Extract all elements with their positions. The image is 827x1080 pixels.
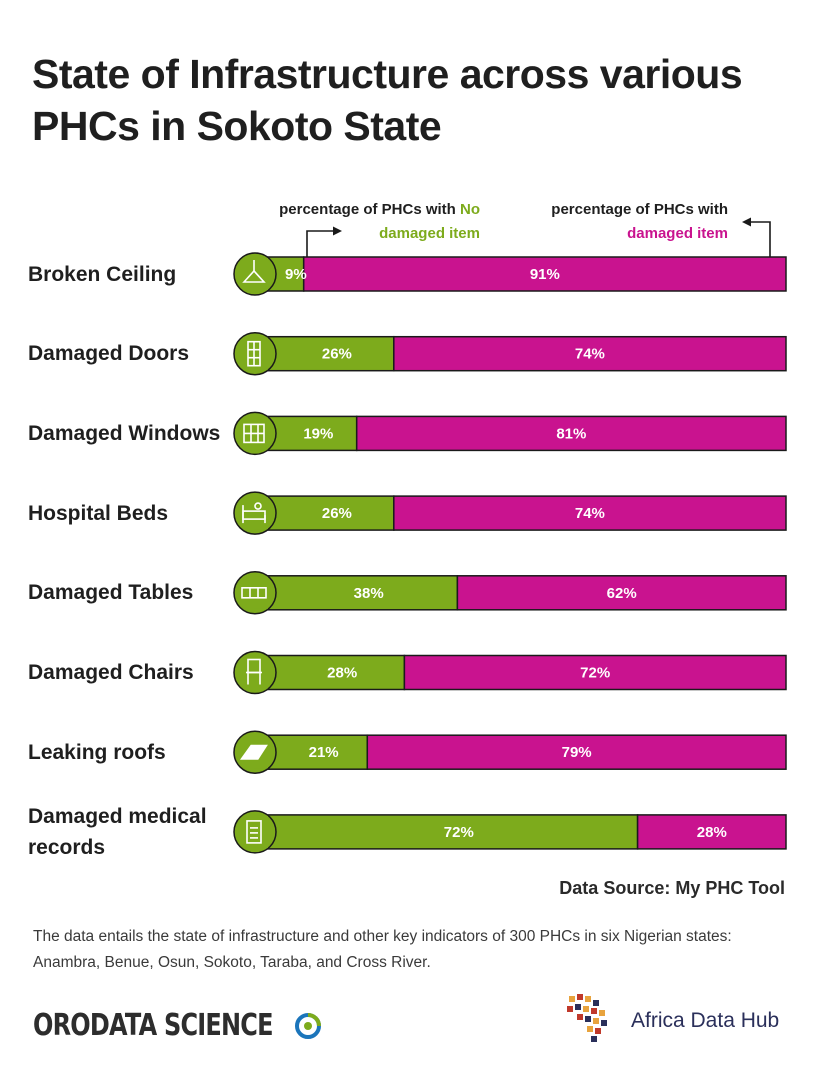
icon-badge-join: [254, 576, 268, 609]
ceiling-lamp-icon: [242, 260, 266, 283]
value-label-no-damage: 21%: [309, 744, 339, 761]
orodata-logo-text: ORODATA SCIENCE: [33, 1008, 273, 1043]
bar-damaged: [393, 335, 787, 372]
title-line-2: PHCs in Sokoto State: [32, 103, 442, 149]
legend-right-line1: percentage of PHCs with: [551, 201, 728, 218]
bar-row-5: 38% 62%: [233, 571, 787, 615]
value-label-no-damage: 72%: [444, 824, 474, 841]
icon-badge-join: [254, 497, 268, 530]
bar-damaged: [355, 415, 787, 452]
category-label: Damaged medical records: [28, 804, 207, 859]
bar-row-4: 26% 74%: [233, 491, 787, 535]
bar-damaged: [393, 495, 787, 531]
value-label-damaged: 28%: [697, 824, 727, 841]
category-label: Broken Ceiling: [28, 262, 177, 286]
value-label-damaged: 81%: [556, 425, 586, 442]
lamp-shade: [242, 269, 266, 283]
footnote: The data entails the state of infrastruc…: [33, 928, 732, 971]
bar-no-damage: [255, 654, 406, 691]
bar-damaged: [366, 734, 787, 770]
legend-right-line2: damaged item: [627, 225, 728, 242]
bar-row-1: 9% 91%: [233, 252, 787, 296]
value-label-no-damage: 9%: [285, 266, 307, 283]
value-label-damaged: 74%: [575, 505, 605, 522]
category-label: Damaged Doors: [28, 342, 190, 366]
orodata-logo: ORODATA SCIENCE: [33, 1008, 323, 1043]
africa-map-icon: [567, 994, 607, 1042]
bar-row-2: 26% 74%: [233, 331, 787, 376]
roof-shape: [240, 744, 268, 760]
value-label-damaged: 91%: [530, 266, 560, 283]
chair-icon: [246, 658, 262, 685]
value-label-damaged: 79%: [562, 744, 592, 761]
category-label: Leaking roofs: [28, 740, 166, 764]
chart-title: State of Infrastructure across various P…: [32, 48, 812, 152]
legend-damaged: percentage of PHCs with damaged item: [490, 198, 728, 246]
legend-left-line2: damaged item: [379, 225, 480, 242]
bar-row-8: 72% 28%: [233, 810, 787, 854]
bar-damaged: [636, 814, 787, 850]
legend-left-line1: percentage of PHCs with: [279, 201, 460, 218]
bar-damaged: [302, 256, 787, 292]
bar-row-7: 21% 79%: [233, 730, 787, 774]
legend-left-highlight: No: [460, 201, 480, 218]
document-page: [246, 820, 262, 844]
bar-damaged: [456, 575, 787, 611]
value-label-damaged: 62%: [607, 585, 637, 602]
value-label-no-damage: 19%: [303, 425, 333, 442]
bar-row-3: 19% 81%: [233, 411, 787, 456]
category-label: Hospital Beds: [28, 501, 169, 525]
bar-no-damage: [255, 575, 459, 611]
value-label-no-damage: 28%: [327, 665, 357, 682]
value-label-no-damage: 38%: [354, 585, 384, 602]
stacked-bar-chart: 9% 91% 26% 74% 19% 81% 26% 74% 38% 62% 28% 72% 21% 79…: [233, 252, 787, 854]
table-top: [241, 586, 267, 599]
legend-no-damage: percentage of PHCs with No damaged item: [230, 198, 480, 246]
title-line-1: State of Infrastructure across various: [32, 51, 743, 97]
icon-badge-join: [254, 337, 268, 370]
bar-row-6: 28% 72%: [233, 650, 787, 695]
data-source: Data Source: My PHC Tool: [559, 878, 785, 898]
bed-pillow: [254, 502, 262, 510]
africa-data-hub-logo: Africa Data Hub: [563, 992, 779, 1050]
table-icon: [241, 586, 267, 599]
category-label: Damaged Tables: [28, 581, 194, 605]
value-label-no-damage: 26%: [322, 505, 352, 522]
category-label: Damaged Chairs: [28, 661, 194, 684]
window-icon: [243, 423, 265, 444]
door-icon: [247, 340, 261, 367]
bed-icon: [242, 502, 266, 524]
category-label: Damaged Windows: [28, 421, 221, 445]
value-label-damaged: 72%: [580, 665, 610, 682]
roof-icon: [240, 744, 268, 760]
orodata-mark-icon: [294, 1012, 321, 1039]
value-label-damaged: 74%: [575, 346, 605, 363]
value-label-no-damage: 26%: [322, 346, 352, 363]
africa-data-hub-text: Africa Data Hub: [631, 1009, 780, 1032]
document-icon: [246, 820, 262, 844]
bar-damaged: [403, 654, 787, 691]
